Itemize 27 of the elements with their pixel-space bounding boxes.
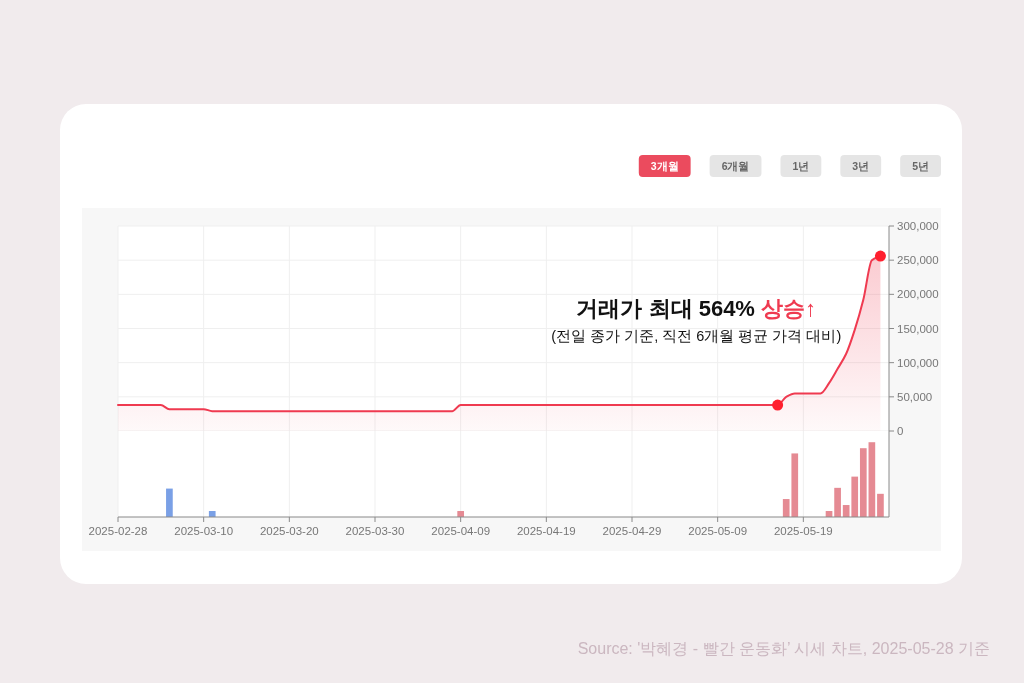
text: 3개월 — [650, 160, 679, 172]
text: 거래가 최대 564% 상승↑ — [576, 296, 817, 321]
x-tick-label: 2025-03-10 — [174, 525, 234, 537]
bar — [877, 493, 884, 517]
y-tick-label: 50,000 — [897, 390, 933, 403]
bar — [834, 487, 841, 517]
text: 1년 — [792, 160, 810, 172]
text: 3년 — [852, 160, 870, 172]
x-tick-label: 2025-03-30 — [345, 525, 405, 537]
text: 5년 — [912, 160, 929, 172]
y-tick-label: 0 — [897, 425, 904, 437]
text: 6개월 — [721, 160, 750, 172]
y-tick-label: 200,000 — [897, 288, 939, 301]
bar — [166, 488, 173, 517]
x-tick-label: 2025-02-28 — [88, 525, 148, 537]
x-tick-label: 2025-04-09 — [431, 525, 491, 537]
x-tick-label: 2025-04-29 — [602, 525, 662, 537]
x-tick-label: 2025-05-19 — [773, 525, 833, 537]
x-tick-label: 2025-05-09 — [688, 525, 748, 537]
y-tick-label: 150,000 — [897, 322, 939, 335]
x-tick-label: 2025-03-20 — [259, 525, 319, 537]
text: (전일 종가 기준, 직전 6개월 평균 가격 대비) — [551, 328, 842, 344]
x-tick-label: 2025-04-19 — [516, 525, 576, 537]
y-tick-label: 300,000 — [897, 220, 939, 232]
y-tick-label: 100,000 — [897, 356, 939, 369]
y-tick-label: 250,000 — [897, 254, 939, 267]
bar — [859, 448, 867, 517]
